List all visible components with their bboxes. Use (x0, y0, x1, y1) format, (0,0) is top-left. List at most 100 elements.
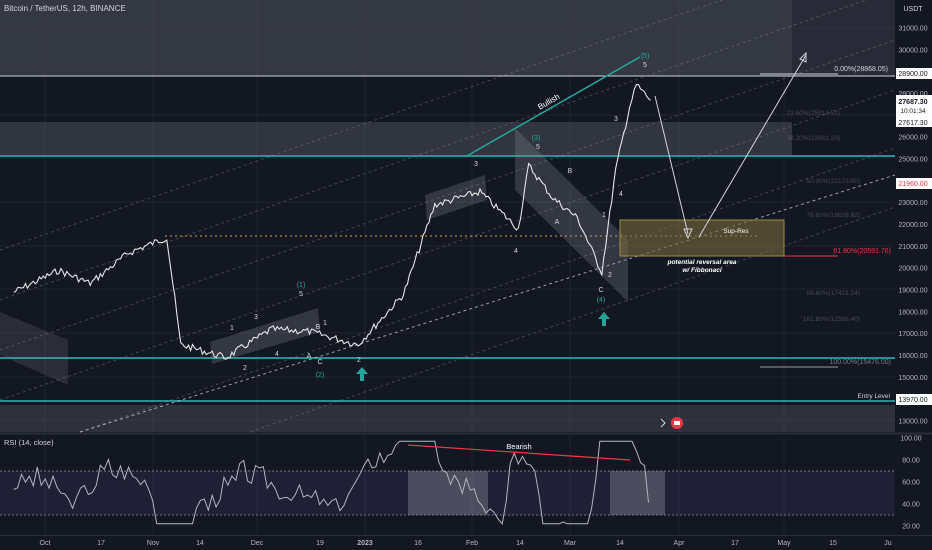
time-tick: 17 (731, 540, 739, 547)
fib-faint-4: 78.60%(18626.82) (807, 212, 861, 219)
wave-1-label: (1) (297, 282, 306, 289)
bearish-label: Bearish (506, 442, 531, 451)
countdown-text: 10:01:34 (900, 108, 926, 115)
time-tick: 15 (829, 540, 837, 547)
currency-label: USDT (903, 6, 923, 13)
bearish-divergence-line[interactable] (407, 444, 631, 461)
bolt-icon (660, 418, 666, 428)
rsi-highlight-2 (610, 471, 665, 515)
time-tick: 14 (516, 540, 524, 547)
time-tick: 14 (616, 540, 624, 547)
wave-4-sub-1: 1 (602, 212, 606, 219)
wave-2-label: (2) (316, 372, 325, 379)
resistance-zone-top[interactable] (0, 0, 792, 76)
wave-B-1: B (316, 324, 321, 331)
time-tick: 2023 (357, 540, 373, 547)
price-tick: 17000.00 (898, 331, 927, 338)
fib-faint-5: 88.60%(17421.24) (807, 290, 861, 297)
price-axis[interactable] (895, 0, 932, 550)
wave-A-1: A (307, 353, 312, 360)
wave-4-sub: 4 (514, 248, 518, 255)
reversal-zone[interactable] (619, 219, 785, 257)
support-tag (896, 178, 932, 189)
rsi-tick: 100.00 (900, 436, 922, 443)
rsi-series[interactable] (13, 440, 649, 525)
time-tick: 19 (316, 540, 324, 547)
price-tick: 28000.00 (898, 91, 927, 98)
price-tick: 23000.00 (898, 200, 927, 207)
price-tick: 31000.00 (898, 26, 927, 33)
rsi-tick: 20.00 (902, 524, 920, 531)
fib-faint-2: 38.20%(23961.20) (787, 135, 841, 142)
wave-sub-2: 2 (243, 365, 247, 372)
rsi-tick: 40.00 (902, 502, 920, 509)
entry-tag (896, 394, 932, 405)
projection-arrowhead-down (683, 228, 693, 240)
rsi-tick-labels: 100.00 80.00 60.00 40.00 20.00 (900, 436, 922, 531)
price-tick: 25000.00 (898, 157, 927, 164)
wave-1-5: 5 (299, 291, 303, 298)
fib-faint-1: 23.60%(25914.52) (787, 110, 841, 117)
reversal-label-1: potential reversal area (666, 259, 736, 266)
price-tick: 13000.00 (898, 419, 927, 426)
time-tick: Dec (251, 540, 264, 547)
flag-icon[interactable] (657, 417, 669, 429)
wave-sub-3: 3 (254, 314, 258, 321)
price-tick: 15000.00 (898, 375, 927, 382)
wave-2-sub: 2 (357, 357, 361, 364)
open-tag-text: 27617.30 (898, 120, 927, 127)
resistance-tag-text: 28900.00 (898, 71, 927, 78)
price-tick: 26000.00 (898, 135, 927, 142)
entry-zone[interactable] (0, 405, 895, 432)
price-series[interactable] (13, 83, 651, 360)
wave-3-label: (3) (532, 135, 541, 142)
symbol-title[interactable]: Bitcoin / TetherUS, 12h, BINANCE (4, 4, 126, 13)
price-tick: 19000.00 (898, 288, 927, 295)
buy-arrows (356, 312, 610, 381)
fib-618-label: 61.80%(20591.76) (833, 248, 891, 255)
wave-b-1: 1 (323, 320, 327, 327)
wave-5-5: 5 (643, 62, 647, 69)
wave-A-2: A (555, 219, 560, 226)
rsi-tick: 60.00 (902, 480, 920, 487)
wave-3-sub: 3 (474, 161, 478, 168)
time-tick: Nov (147, 540, 160, 547)
price-tag (896, 95, 932, 117)
wave-sub-4: 4 (275, 351, 279, 358)
wave-5-label: (5) (641, 53, 650, 60)
wave-C-1: C (317, 359, 322, 366)
resistance-zone-extension (792, 0, 895, 76)
reversal-label-2: w/ Fibbonaci (682, 267, 722, 274)
time-tick: Apr (674, 540, 686, 547)
price-tick: 16000.00 (898, 353, 927, 360)
channel-lines[interactable] (0, 0, 896, 433)
bullish-trendline[interactable] (464, 56, 641, 158)
wave-4-label: (4) (597, 297, 606, 304)
time-tick: 14 (196, 540, 204, 547)
flag-box-2[interactable] (210, 308, 320, 364)
wave-C-2: C (598, 287, 603, 294)
time-tick: Oct (40, 540, 51, 547)
time-tick: 17 (97, 540, 105, 547)
price-tag-text: 27687.30 (898, 99, 927, 106)
time-tick: Feb (466, 540, 478, 547)
fib-faint-3: 50.00%(22172.00) (807, 178, 861, 185)
rsi-title[interactable]: RSI (14, close) (4, 438, 54, 447)
flag-box-4[interactable] (515, 128, 628, 302)
rsi-pane[interactable] (0, 435, 895, 535)
wave-5-sub-4: 4 (619, 191, 623, 198)
price-tick: 21000.00 (898, 244, 927, 251)
price-tick: 22000.00 (898, 222, 927, 229)
resistance-zone-mid[interactable] (0, 122, 792, 155)
lower-trendline[interactable] (79, 174, 896, 433)
rsi-band (0, 471, 895, 515)
wave-sub-1: 1 (230, 325, 234, 332)
wave-3-5: 5 (536, 144, 540, 151)
projection-arrow-up[interactable] (698, 54, 807, 238)
flag-box-1[interactable] (0, 312, 68, 385)
price-tick: 30000.00 (898, 47, 927, 54)
flag-box-3[interactable] (425, 175, 487, 220)
projection-arrow-down[interactable] (654, 95, 689, 235)
wave-4-sub-2: 2 (608, 272, 612, 279)
